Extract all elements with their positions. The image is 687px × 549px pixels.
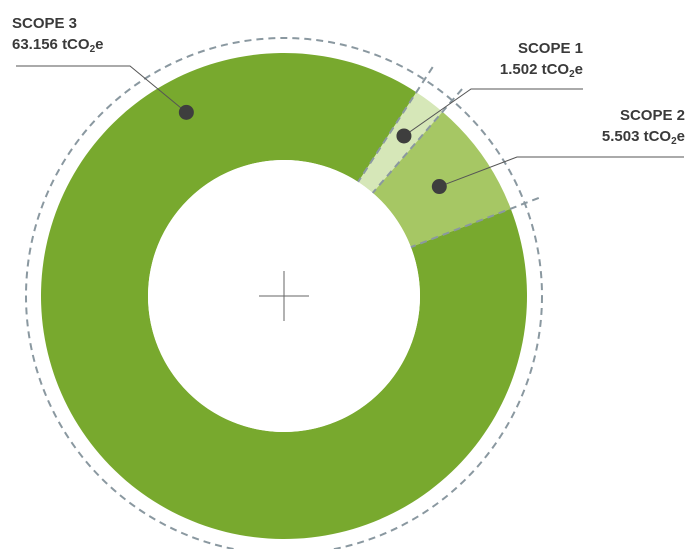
callout-dot-scope-3 bbox=[178, 104, 194, 120]
label-scope-1-name: SCOPE 1 bbox=[517, 40, 583, 57]
callout-line-scope-2 bbox=[439, 156, 684, 188]
label-scope-3-name: SCOPE 3 bbox=[12, 15, 78, 32]
slice-scope-1 bbox=[358, 92, 443, 193]
label-scope-1-value: 1.502 tCO2e bbox=[499, 61, 583, 80]
slice-scope-3 bbox=[41, 53, 527, 539]
label-scope-3-value: 63.156 tCO2e bbox=[12, 36, 104, 55]
callout-line-scope-3 bbox=[16, 65, 187, 113]
outer-dashed-ring bbox=[25, 37, 543, 549]
label-scope-2-value: 5.503 tCO2e bbox=[601, 128, 685, 147]
callout-line-scope-1 bbox=[403, 88, 583, 137]
label-scope-2: SCOPE 2 5.503 tCO2e bbox=[602, 105, 685, 147]
label-scope-1: SCOPE 1 1.502 tCO2e bbox=[500, 38, 583, 80]
label-scope-2-name: SCOPE 2 bbox=[619, 107, 685, 124]
callout-dot-scope-2 bbox=[431, 179, 447, 195]
callout-dot-scope-1 bbox=[396, 128, 412, 144]
label-scope-3: SCOPE 3 63.156 tCO2e bbox=[12, 13, 103, 55]
